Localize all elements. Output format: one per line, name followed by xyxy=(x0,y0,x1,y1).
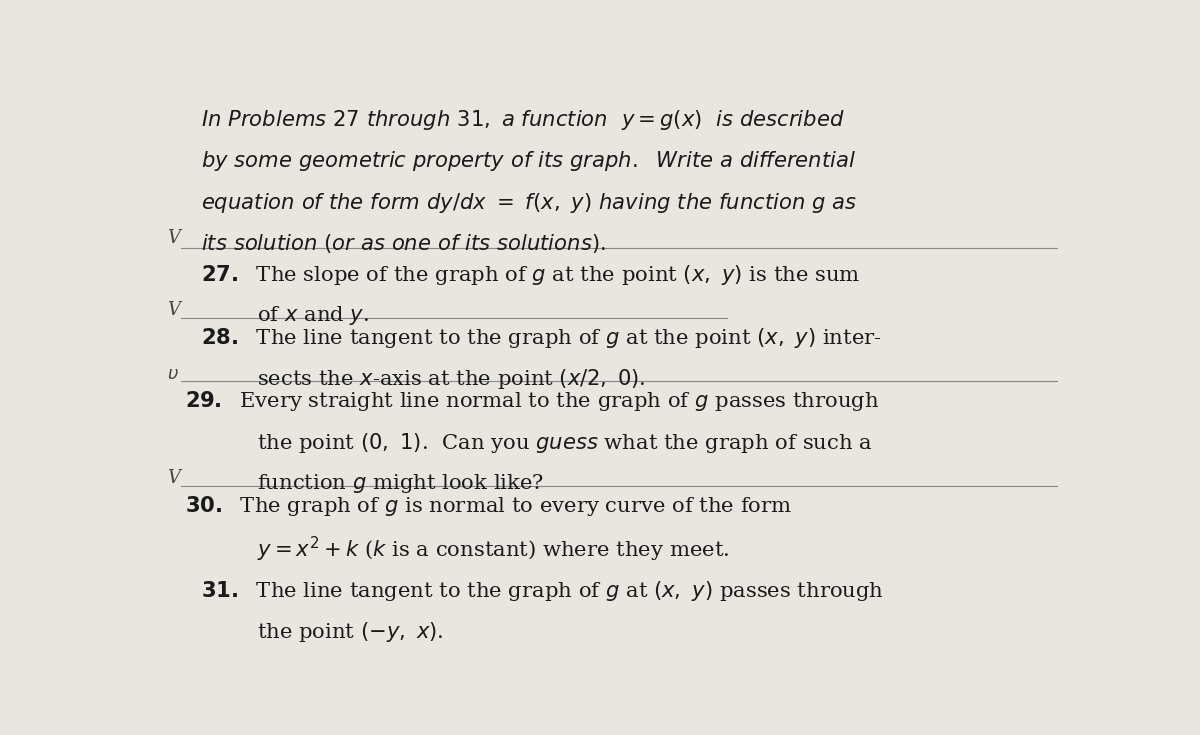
Text: the point $(0,\ 1)$.  Can you $\mathit{guess}$ what the graph of such a: the point $(0,\ 1)$. Can you $\mathit{gu… xyxy=(257,431,872,455)
Text: V: V xyxy=(167,301,180,320)
Text: $\upsilon$: $\upsilon$ xyxy=(167,365,179,383)
Text: $\mathbf{27.}$  The slope of the graph of $g$ at the point $(x,\ y)$ is the sum: $\mathbf{27.}$ The slope of the graph of… xyxy=(202,263,860,287)
Text: $\mathbf{29.}$  Every straight line normal to the graph of $g$ passes through: $\mathbf{29.}$ Every straight line norma… xyxy=(185,390,880,413)
Text: $\mathbf{30.}$  The graph of $g$ is normal to every curve of the form: $\mathbf{30.}$ The graph of $g$ is norma… xyxy=(185,494,792,518)
Text: sects the $x$-axis at the point $(x/2,\ 0)$.: sects the $x$-axis at the point $(x/2,\ … xyxy=(257,368,646,392)
Text: $y = x^2 + k$ ($k$ is a constant) where they meet.: $y = x^2 + k$ ($k$ is a constant) where … xyxy=(257,535,730,564)
Text: function $g$ might look like?: function $g$ might look like? xyxy=(257,472,544,495)
Text: of $x$ and $y$.: of $x$ and $y$. xyxy=(257,304,370,327)
Text: V: V xyxy=(167,229,180,247)
Text: $\mathit{by\ some\ geometric\ property\ of\ its\ graph.\ \ Write\ a\ differentia: $\mathit{by\ some\ geometric\ property\ … xyxy=(202,149,857,173)
Text: $\mathit{its\ solution\ (or\ as\ one\ of\ its\ solutions).}$: $\mathit{its\ solution\ (or\ as\ one\ of… xyxy=(202,232,606,255)
Text: $\mathbf{31.}$  The line tangent to the graph of $g$ at $(x,\ y)$ passes through: $\mathbf{31.}$ The line tangent to the g… xyxy=(202,578,884,603)
Text: V: V xyxy=(167,469,180,487)
Text: the point $(-y,\ x)$.: the point $(-y,\ x)$. xyxy=(257,620,444,644)
Text: $\mathit{In\ Problems\ 27\ through\ 31,\ a\ function}$$\ \ y = g(x)\ \ $$\mathit: $\mathit{In\ Problems\ 27\ through\ 31,\… xyxy=(202,108,845,132)
Text: $\mathbf{28.}$  The line tangent to the graph of $g$ at the point $(x,\ y)$ inte: $\mathbf{28.}$ The line tangent to the g… xyxy=(202,326,882,350)
Text: $\mathit{equation\ of\ the\ form\ dy/dx}$$\ =\ f(x,\ y)\ $$\mathit{having\ the\ : $\mathit{equation\ of\ the\ form\ dy/dx}… xyxy=(202,190,857,215)
